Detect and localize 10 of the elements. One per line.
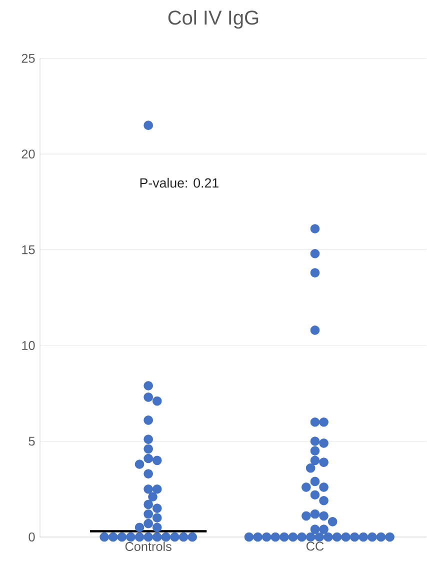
- y-tick-label: 25: [22, 54, 35, 63]
- x-tick-label: Controls: [125, 542, 172, 552]
- annotation: P-value: 0.21: [140, 178, 218, 188]
- y-tick-label: 15: [22, 245, 35, 254]
- chart-title: Col IV IgG: [168, 10, 258, 29]
- x-tick-label: CC: [306, 542, 324, 551]
- y-tick-label: 10: [22, 341, 35, 350]
- y-tick-label: 5: [28, 436, 35, 446]
- y-tick-label: 20: [22, 150, 35, 159]
- y-tick-label: 0: [28, 532, 35, 542]
